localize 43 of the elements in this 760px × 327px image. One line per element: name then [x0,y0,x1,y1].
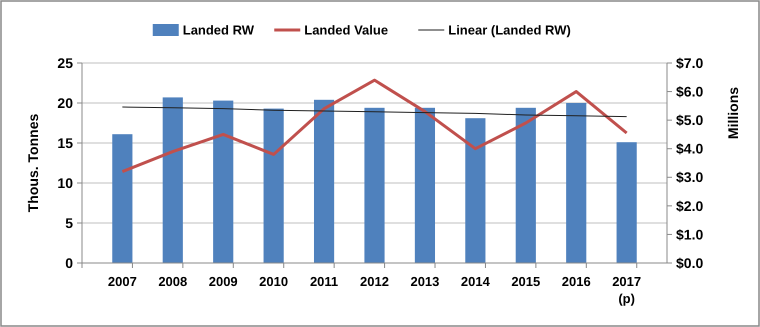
bar [465,118,486,263]
y-axis-title: Thous. Tonnes [25,114,41,212]
x-tick-label: 2011 [310,274,338,289]
y2-tick-label: $5.0 [676,112,704,128]
bar [566,103,586,263]
y2-tick-label: $7.0 [676,54,704,71]
y2-tick-label: $0.0 [676,254,704,271]
bar [112,134,132,263]
y-tick-label: 15 [57,134,74,151]
x-tick-label: 2014 [460,274,491,289]
bar [314,100,334,263]
x-tick-label: 2009 [208,274,238,289]
bar [162,97,183,263]
legend-label: Landed Value [304,22,388,38]
x-tick-label: 2007 [108,274,137,289]
bar [616,142,637,263]
y-tick-label: 5 [65,214,74,231]
x-tick-label: 2013 [410,274,440,289]
y-tick-label: 20 [57,94,74,111]
line-series [122,106,628,118]
y-tick-label: 25 [57,54,74,71]
line-series [120,78,628,174]
bar [264,108,284,263]
y2-tick-label: $2.0 [676,198,704,214]
bar [414,108,436,263]
x-tick-label: 2008 [158,274,188,289]
y2-tick-label: $1.0 [676,226,704,242]
y2-tick-label: $6.0 [676,83,704,100]
bar [213,100,234,263]
legend-label: Linear (Landed RW) [448,22,571,38]
bar [516,108,536,263]
x-tick-label: 2015 [511,274,540,289]
bar [364,108,385,263]
legend-label: Landed RW [182,22,255,38]
y2-tick-label: $4.0 [676,140,704,157]
y-tick-label: 0 [65,254,74,271]
y-tick-label: 10 [57,174,74,191]
y2-axis-title: Millions [725,86,741,140]
x-tick-label: 2010 [259,274,288,289]
x-tick-label: 2017 (p) [612,274,642,306]
y2-tick-label: $3.0 [676,169,704,186]
x-tick-label: 2016 [562,274,591,289]
x-tick-label: 2012 [360,274,389,289]
